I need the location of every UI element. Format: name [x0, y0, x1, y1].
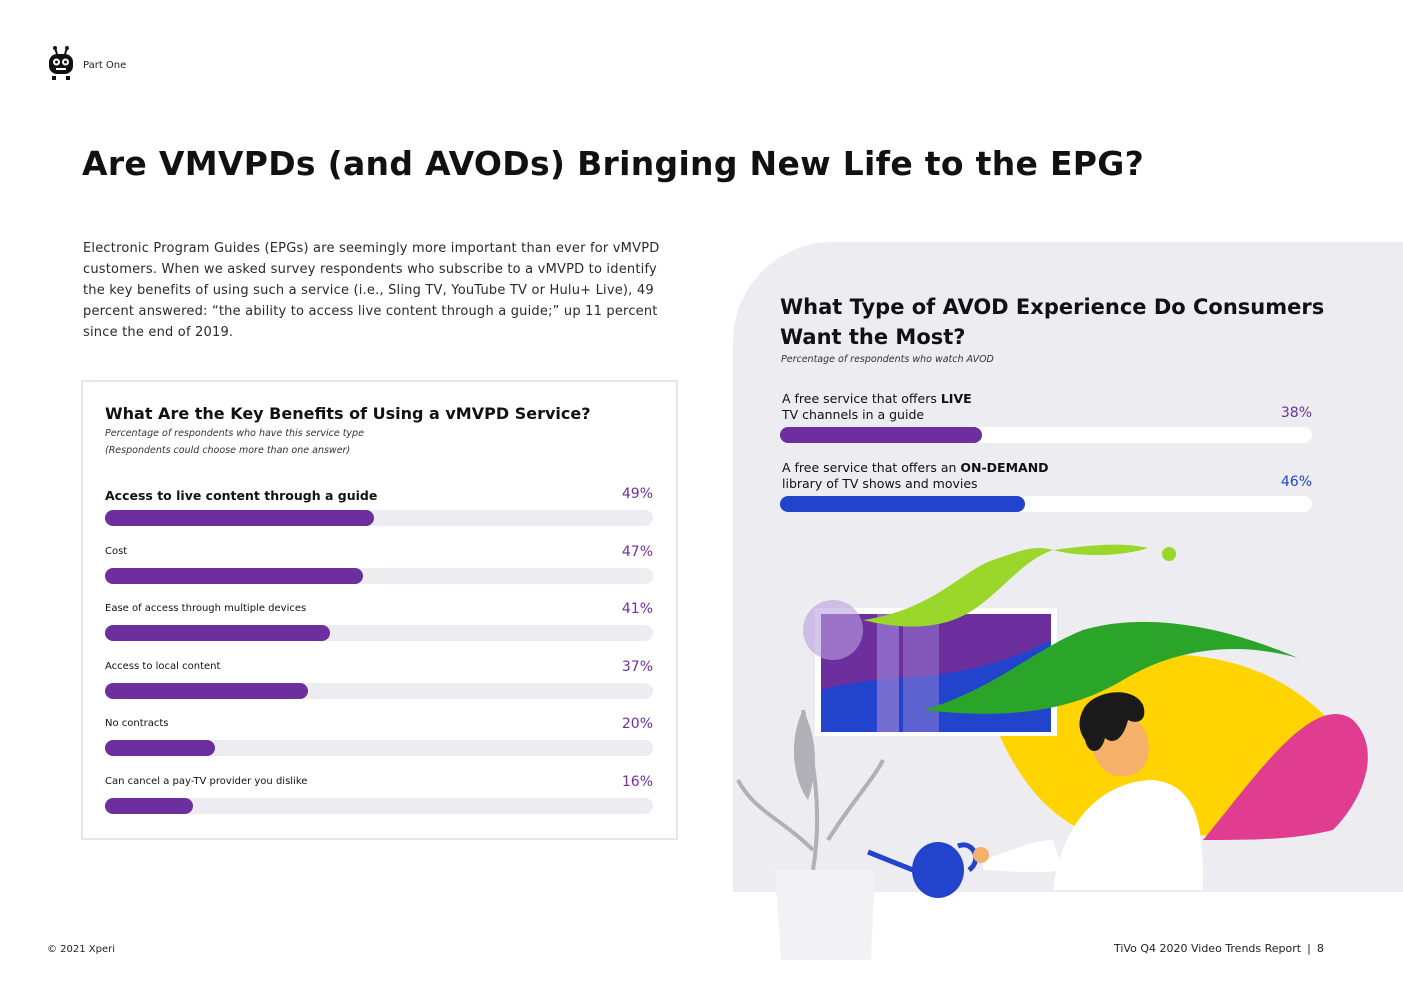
bar-row: Ease of access through multiple devices 4…	[105, 601, 653, 647]
bar-track	[105, 510, 653, 526]
avod-chart-title: What Type of AVOD Experience Do Consumer…	[780, 295, 1325, 349]
bar-label: Ease of access through multiple devices	[105, 603, 307, 614]
bar-row: Access to local content 37%	[105, 658, 653, 705]
bar	[105, 625, 330, 641]
bar-label: Can cancel a pay-TV provider you dislike	[105, 775, 308, 787]
avod-bar	[780, 496, 1025, 512]
bar-row: Access to live content through a guide 49…	[105, 486, 653, 532]
bar-value-label: 20%	[621, 716, 653, 732]
label-text: A free service that offers an	[782, 460, 961, 475]
bar	[105, 510, 374, 526]
avod-bar-track	[780, 496, 1312, 512]
avod-bar-track	[780, 427, 1312, 443]
chart-title: What Are the Key Benefits of Using a vMV…	[105, 404, 591, 423]
label-emphasis: LIVE	[940, 391, 972, 406]
avod-bar-row: A free service that offers LIVE TV channe…	[780, 391, 1312, 461]
chart-note: (Respondents could choose more than one …	[105, 445, 351, 456]
chart-subtitle: Percentage of respondents who have this …	[105, 428, 364, 439]
bar-value-label: 37%	[621, 658, 653, 675]
avod-bar-label: A free service that offers an ON-DEMAND l…	[782, 460, 1202, 492]
label-text: TV channels in a guide	[782, 407, 925, 422]
avod-chart-subtitle: Percentage of respondents who watch AVOD	[781, 354, 994, 365]
report-title: TiVo Q4 2020 Video Trends Report	[1114, 942, 1302, 955]
bar-label: Access to live content through a guide	[105, 488, 378, 503]
vmvpd-benefits-chart: What Are the Key Benefits of Using a vMV…	[81, 380, 678, 840]
copyright: © 2021 Xperi	[47, 944, 116, 955]
intro-paragraph: Electronic Program Guides (EPGs) are see…	[83, 241, 660, 340]
page-title: Are VMVPDs (and AVODs) Bringing New Life…	[82, 144, 1145, 183]
bar-row: Cost 47%	[105, 543, 653, 590]
footer-report: TiVo Q4 2020 Video Trends Report | 8	[1114, 942, 1324, 955]
tivo-robot-logo-icon	[49, 46, 73, 80]
avod-value-label: 46%	[1280, 474, 1312, 490]
bar-value-label: 49%	[621, 486, 653, 502]
bar-track	[105, 797, 653, 814]
bar	[105, 567, 363, 584]
bar-row: No contracts 20%	[105, 716, 653, 762]
avod-bar	[780, 427, 983, 443]
bar-track	[105, 625, 653, 641]
label-text: A free service that offers	[782, 391, 941, 406]
bar-value-label: 41%	[621, 601, 653, 617]
bar-track	[105, 740, 653, 756]
label-text: library of TV shows and movies	[782, 476, 978, 491]
bar-track	[105, 682, 653, 699]
bar-row: Can cancel a pay-TV provider you dislike…	[105, 773, 653, 820]
bar-track	[105, 567, 653, 584]
section-label: Part One	[83, 60, 127, 71]
person-watering-plant-illustration	[736, 544, 1368, 960]
page-number: 8	[1316, 942, 1324, 955]
avod-bar-label: A free service that offers LIVE TV channe…	[782, 391, 1202, 423]
bar-label: No contracts	[105, 718, 169, 729]
label-emphasis: ON-DEMAND	[960, 460, 1049, 475]
avod-value-label: 38%	[1280, 405, 1312, 421]
bar	[105, 740, 215, 756]
bar-label: Cost	[105, 545, 128, 557]
avod-bar-row: A free service that offers an ON-DEMAND l…	[780, 460, 1312, 530]
bar	[105, 797, 193, 814]
footer-divider: |	[1307, 942, 1311, 955]
bar-value-label: 47%	[621, 543, 653, 560]
bar-value-label: 16%	[621, 773, 653, 790]
bar	[105, 682, 308, 699]
bar-label: Access to local content	[105, 660, 221, 672]
